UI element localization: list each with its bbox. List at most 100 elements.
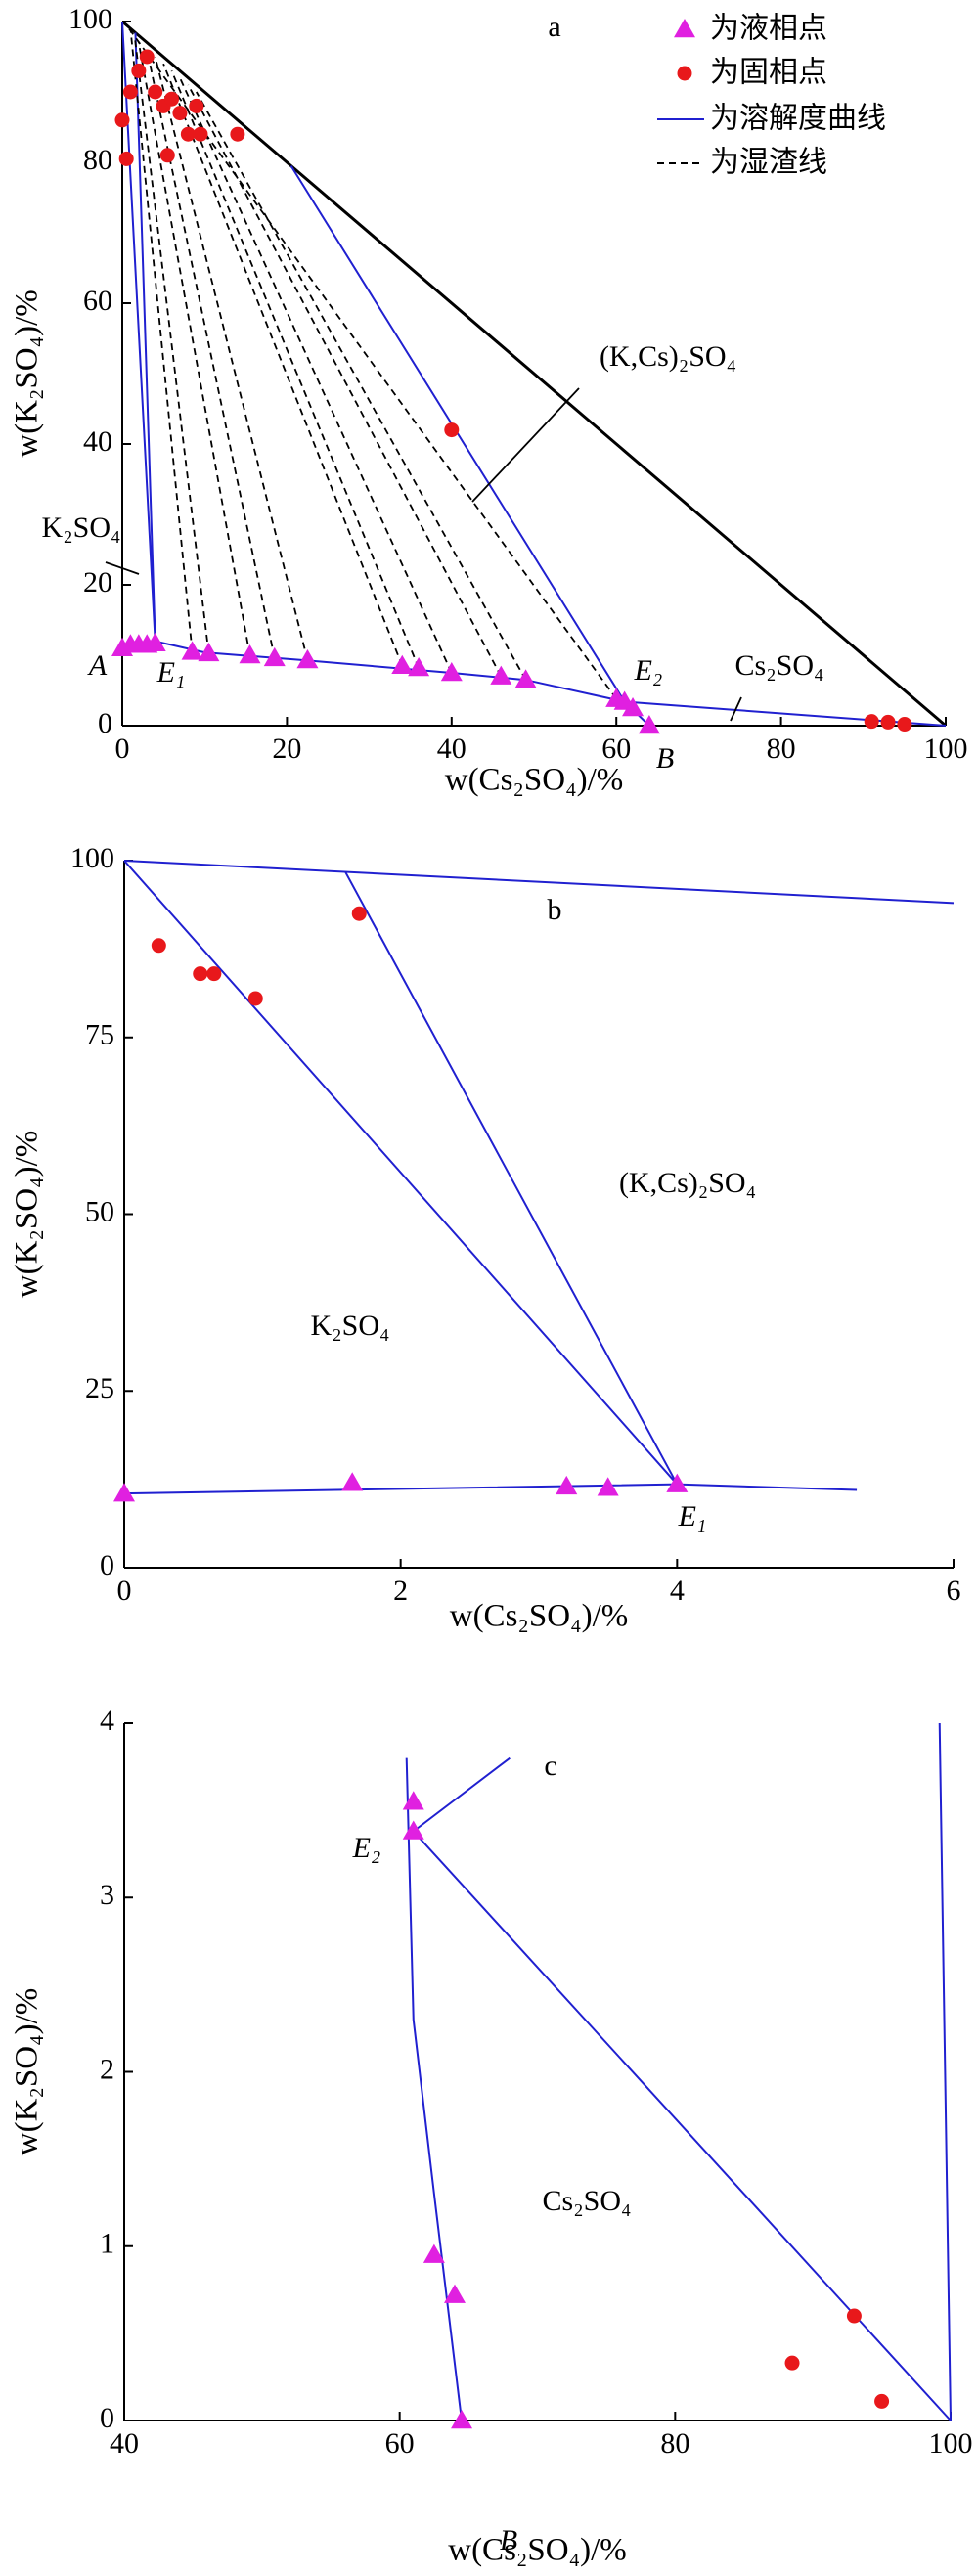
x-axis-label: w(Cs₂SO₄)/% [445, 763, 624, 798]
solid-point [784, 2355, 800, 2371]
y-axis-label: w(K₂SO₄)/% [10, 289, 45, 458]
solid-point [164, 91, 180, 107]
y-tick-label: 0 [100, 1549, 114, 1581]
y-tick-label: 0 [100, 2402, 114, 2434]
y-tick-label: 40 [83, 425, 112, 458]
solid-point [151, 938, 166, 954]
liquid-point [440, 662, 463, 682]
liquid-point [296, 649, 319, 669]
liquid-point [113, 1483, 135, 1502]
annotation: B [656, 742, 674, 775]
solid-point [206, 966, 222, 982]
legend-label: 为溶解度曲线 [710, 102, 886, 136]
solid-point [139, 49, 155, 65]
diagonal [121, 20, 947, 728]
solid-point [230, 126, 245, 142]
solid-point [148, 84, 163, 100]
y-tick-label: 60 [83, 285, 112, 317]
liquid-point [402, 1791, 424, 1810]
liquid-point [144, 632, 166, 652]
x-tick-label: 40 [110, 2427, 139, 2460]
liquid-point [181, 641, 203, 660]
solubility-curve [405, 1722, 952, 2421]
x-tick-label: 60 [385, 2427, 415, 2460]
liquid-point [408, 656, 430, 677]
annotation: A [87, 649, 108, 682]
y-tick-label: 75 [85, 1019, 114, 1051]
leader-line [730, 696, 742, 722]
liquid-point [666, 1473, 689, 1492]
liquid-point [638, 715, 660, 734]
x-tick-label: 4 [670, 1575, 685, 1607]
solid-point [880, 714, 896, 730]
liquid-point [674, 19, 695, 38]
annotation: B [500, 2524, 517, 2556]
liquid-point [444, 2284, 466, 2303]
x-tick-label: 2 [393, 1575, 408, 1607]
x-tick-label: 0 [117, 1575, 132, 1607]
solubility-curve [121, 21, 947, 727]
annotation: E₂ [634, 654, 663, 687]
y-tick-label: 1 [100, 2228, 114, 2260]
liquid-point [263, 646, 286, 667]
liquid-point [239, 644, 261, 664]
solid-point [180, 126, 196, 142]
y-tick-label: 20 [83, 566, 112, 599]
annotation: K₂SO₄ [42, 511, 121, 544]
liquid-point [556, 1475, 578, 1495]
y-tick-label: 4 [100, 1705, 114, 1737]
legend-label: 为固相点 [710, 56, 827, 90]
y-tick-label: 0 [98, 707, 112, 739]
tie-line [125, 24, 617, 700]
solid-point [193, 966, 208, 982]
y-tick-label: 80 [83, 144, 112, 176]
liquid-point [391, 654, 414, 675]
liquid-point [341, 1472, 364, 1491]
solid-point [351, 906, 367, 921]
solid-point [122, 84, 138, 100]
panel-label: a [548, 11, 560, 43]
solid-point [874, 2393, 890, 2409]
annotation: Cs₂SO₄ [735, 649, 824, 682]
diagonal [123, 860, 955, 905]
y-tick-label: 50 [85, 1195, 114, 1227]
liquid-point [402, 1820, 424, 1840]
y-tick-label: 25 [85, 1372, 114, 1404]
panel-label: c [544, 1750, 556, 1782]
x-tick-label: 0 [115, 733, 130, 765]
liquid-point [622, 697, 645, 717]
annotation: E₂ [352, 1832, 381, 1864]
annotation: (K,Cs)₂SO₄ [600, 340, 736, 373]
y-axis-label: w(K₂SO₄)/% [10, 1131, 45, 1299]
x-axis-label: w(Cs₂SO₄)/% [450, 1599, 629, 1634]
solid-point [444, 422, 460, 438]
x-tick-label: 100 [929, 2427, 973, 2460]
x-tick-label: 20 [272, 733, 301, 765]
solid-point [118, 151, 134, 166]
x-tick-label: 40 [437, 733, 467, 765]
x-tick-label: 100 [924, 733, 968, 765]
annotation: E₁ [156, 656, 186, 688]
y-tick-label: 2 [100, 2053, 114, 2085]
legend-label: 为液相点 [710, 12, 827, 46]
solid-point [677, 66, 692, 81]
solid-point [189, 98, 204, 113]
solid-point [172, 106, 188, 121]
x-tick-label: 60 [601, 733, 631, 765]
annotation: E₁ [678, 1500, 707, 1532]
y-axis-label: w(K₂SO₄)/% [10, 1988, 45, 2156]
y-tick-label: 3 [100, 1879, 114, 1911]
liquid-point [597, 1477, 619, 1496]
panel-label: b [548, 894, 562, 926]
solid-point [159, 148, 175, 163]
leader-line [471, 387, 580, 503]
x-tick-label: 80 [767, 733, 796, 765]
x-tick-label: 80 [660, 2427, 689, 2460]
solid-point [114, 112, 130, 128]
liquid-point [490, 665, 512, 685]
solid-point [846, 2308, 862, 2324]
x-axis-label: w(Cs₂SO₄)/% [448, 2533, 627, 2568]
liquid-point [514, 669, 537, 688]
liquid-point [422, 2243, 445, 2263]
